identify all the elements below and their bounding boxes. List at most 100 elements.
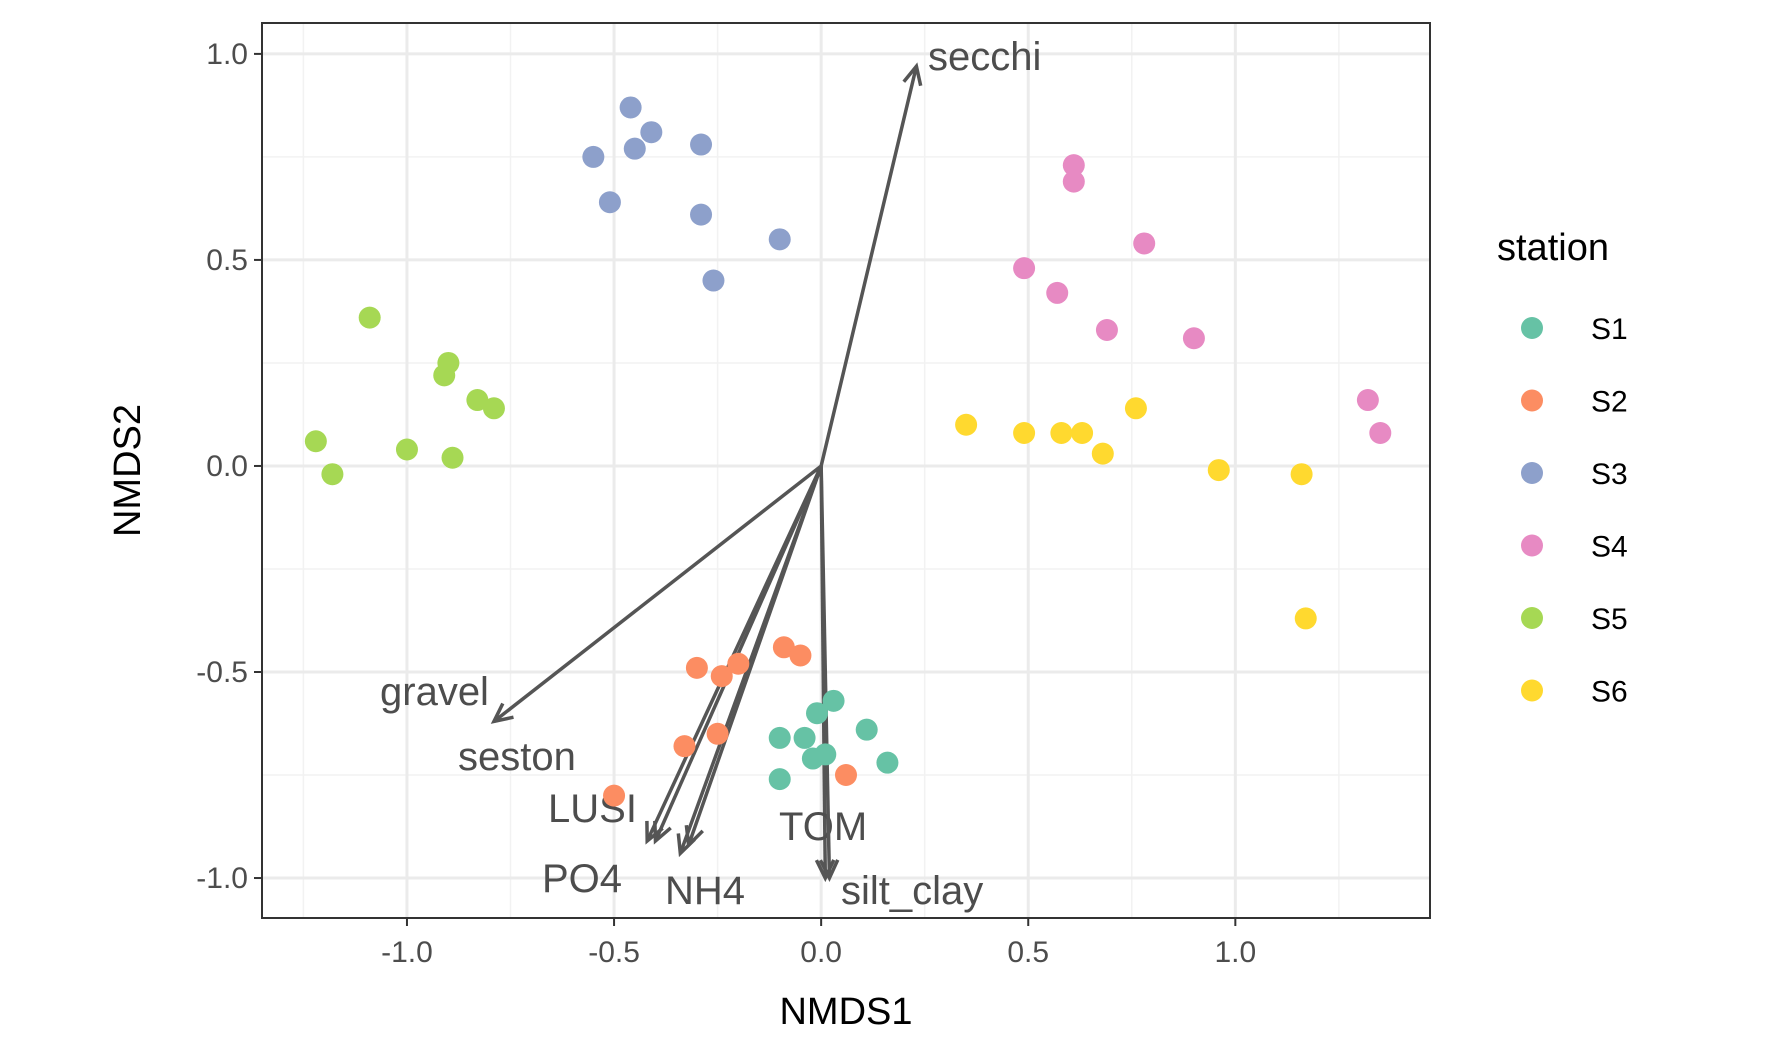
- point-s3: [702, 269, 725, 292]
- legend-key-s3: [1521, 462, 1543, 484]
- vector-label-tom: TOM: [779, 805, 867, 849]
- legend-label-s3: S3: [1591, 458, 1628, 491]
- legend-title: station: [1497, 227, 1609, 269]
- vector-label-po4: PO4: [542, 857, 622, 901]
- point-s5: [441, 446, 464, 469]
- vector-label-seston: seston: [458, 735, 576, 779]
- y-tick-label: 1.0: [206, 38, 248, 71]
- point-s6: [1013, 422, 1036, 445]
- legend-label-s5: S5: [1591, 603, 1628, 636]
- y-tick-label: 0.5: [206, 244, 248, 277]
- point-s1: [806, 702, 829, 725]
- legend-label-s1: S1: [1591, 313, 1628, 346]
- point-s1: [768, 768, 791, 791]
- point-s4: [1062, 170, 1085, 193]
- legend-key-s6: [1521, 679, 1543, 702]
- legend-key-s2: [1521, 389, 1543, 412]
- legend-items: S1 S2 S3 S4 S5 S6: [1521, 313, 1628, 709]
- legend: station S1 S2 S3 S4 S5 S6: [1497, 227, 1628, 709]
- point-s6: [1050, 422, 1073, 445]
- point-s6: [1071, 422, 1094, 445]
- point-s2: [673, 735, 696, 758]
- x-tick-label: 0.0: [800, 936, 842, 969]
- point-s4: [1095, 318, 1118, 341]
- plot-panel-border: [261, 22, 1431, 919]
- point-s2: [603, 784, 626, 807]
- point-s6: [1124, 397, 1147, 420]
- point-s1: [793, 726, 816, 749]
- point-s3: [640, 121, 663, 144]
- point-s2: [835, 764, 857, 787]
- legend-key-s1: [1521, 317, 1543, 339]
- point-s2: [706, 722, 729, 745]
- vector-arrowhead: [684, 824, 704, 849]
- point-s4: [1013, 257, 1036, 280]
- vector-gravel-arrow: [492, 464, 823, 723]
- point-s1: [801, 747, 824, 770]
- vector-arrowhead: [902, 62, 923, 87]
- legend-label-s4: S4: [1591, 531, 1628, 564]
- point-s4: [1062, 154, 1085, 177]
- point-s5: [482, 397, 505, 420]
- point-s6: [1207, 459, 1230, 482]
- point-s2: [727, 652, 750, 675]
- scatter-points: [304, 96, 1392, 807]
- point-s1: [768, 726, 791, 749]
- point-s6: [1290, 463, 1313, 486]
- y-axis-title: NMDS2: [107, 404, 149, 537]
- point-s4: [1356, 389, 1379, 412]
- vector-arrowhead: [490, 702, 514, 724]
- point-s4: [1046, 281, 1069, 304]
- legend-label-s6: S6: [1591, 676, 1628, 709]
- point-s3: [690, 203, 713, 226]
- point-s3: [598, 191, 621, 214]
- x-tick-label: 0.5: [1007, 936, 1049, 969]
- y-tick-label: -1.0: [196, 862, 248, 895]
- point-s2: [685, 656, 708, 679]
- point-s3: [623, 137, 646, 160]
- point-s6: [955, 413, 978, 436]
- point-s1: [855, 718, 878, 741]
- point-s5: [395, 438, 418, 461]
- point-s1: [876, 751, 899, 774]
- vector-arrowhead: [653, 820, 672, 845]
- legend-key-s4: [1521, 534, 1543, 557]
- point-s4: [1369, 422, 1392, 445]
- point-s5: [358, 306, 381, 329]
- legend-key-s5: [1521, 607, 1543, 629]
- point-s3: [619, 96, 642, 119]
- vector-label-nh4: NH4: [665, 869, 745, 913]
- legend-label-s2: S2: [1591, 386, 1628, 419]
- y-tick-label: -0.5: [196, 656, 248, 689]
- vector-arrowhead: [818, 859, 840, 883]
- x-tick-label: -1.0: [381, 936, 433, 969]
- vector-label-secchi: secchi: [928, 35, 1041, 79]
- point-s5: [466, 389, 489, 412]
- x-tick-label: -0.5: [588, 936, 640, 969]
- vector-arrowhead: [814, 859, 836, 883]
- y-tick-label: 0.0: [206, 450, 248, 483]
- point-s5: [304, 430, 327, 453]
- point-s6: [1091, 442, 1114, 465]
- point-s2: [789, 644, 812, 667]
- point-s4: [1133, 232, 1156, 255]
- x-tick-label: 1.0: [1214, 936, 1256, 969]
- point-s2: [710, 665, 733, 688]
- point-s4: [1182, 327, 1205, 350]
- vector-label-gravel: gravel: [380, 670, 489, 714]
- point-s5: [321, 463, 344, 486]
- vector-silt-clay-arrow: [819, 465, 832, 879]
- point-s3: [690, 133, 713, 156]
- point-s2: [772, 636, 795, 659]
- point-s3: [768, 228, 791, 251]
- point-s6: [1294, 607, 1317, 630]
- vector-secchi-arrow: [819, 65, 919, 467]
- point-s3: [582, 145, 605, 168]
- point-s5: [433, 364, 456, 387]
- vector-label-silt-clay: silt_clay: [841, 869, 983, 913]
- point-s1: [822, 689, 845, 712]
- x-axis-title: NMDS1: [779, 991, 912, 1033]
- vector-nh4-arrow: [686, 465, 823, 846]
